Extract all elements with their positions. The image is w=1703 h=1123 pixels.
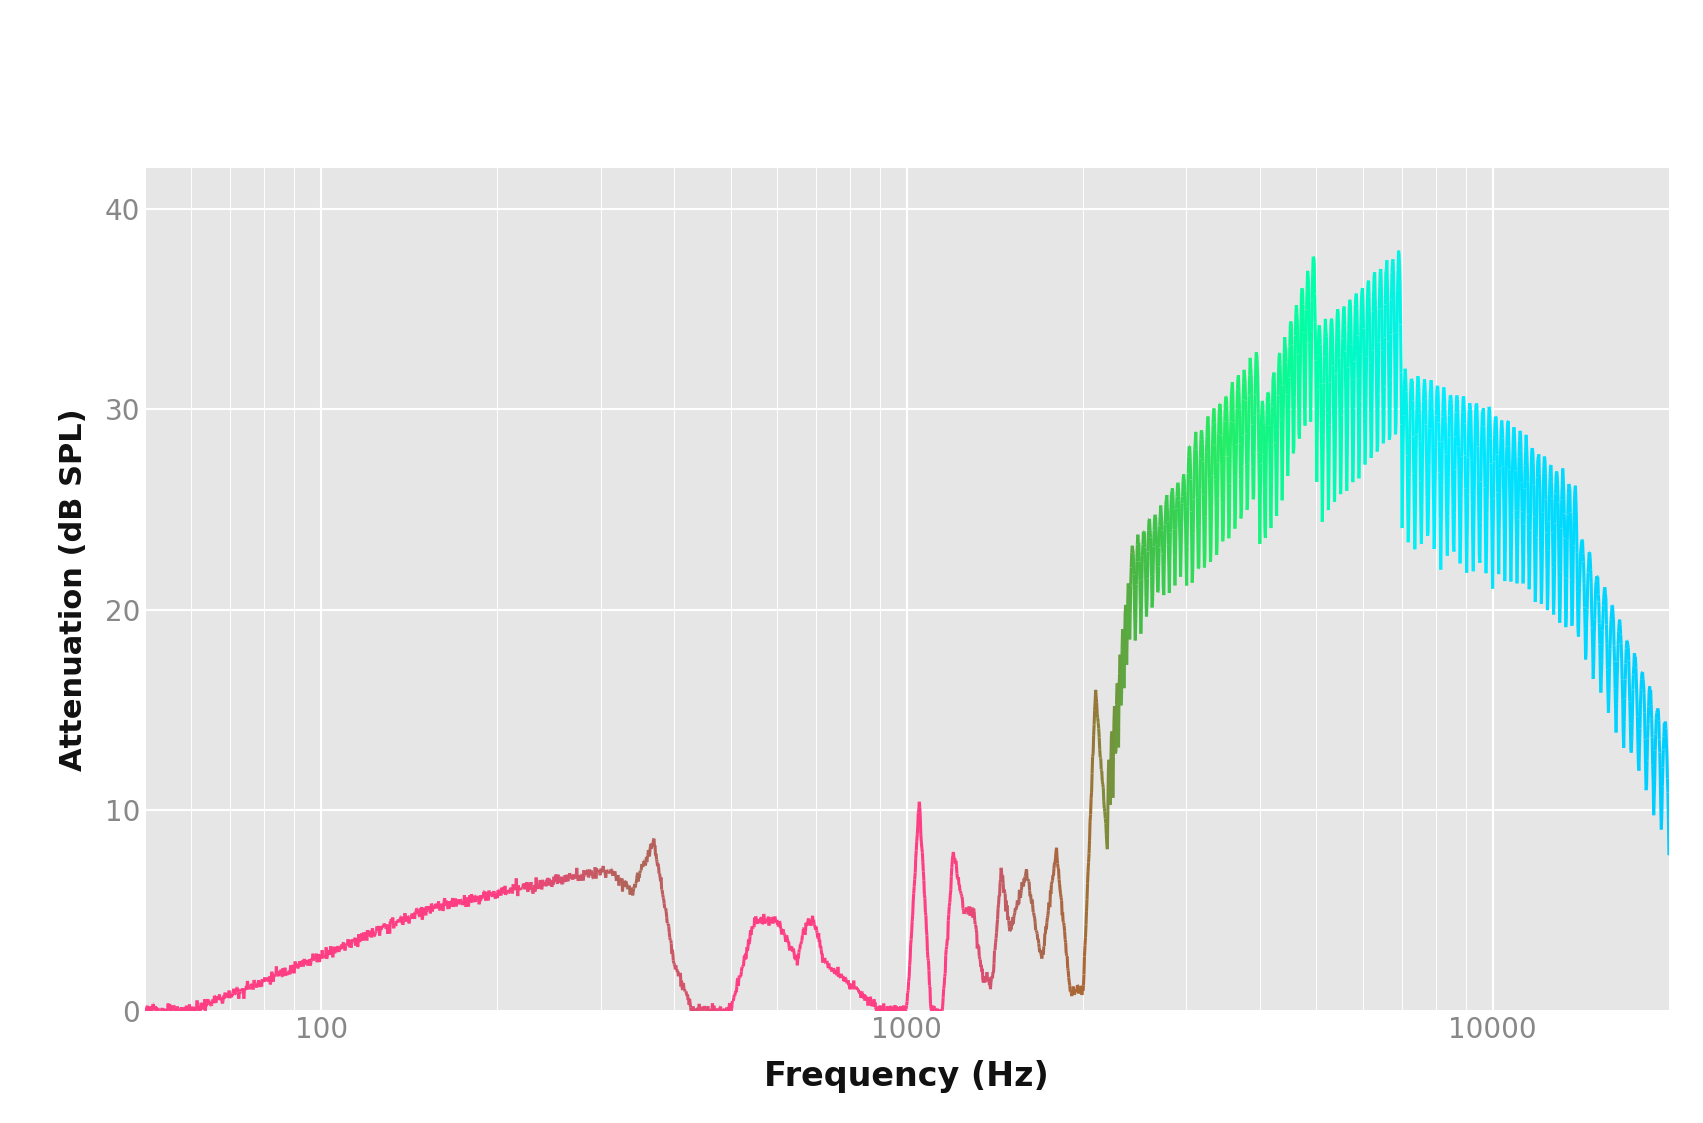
Y-axis label: Attenuation (dB SPL): Attenuation (dB SPL) bbox=[58, 409, 89, 770]
X-axis label: Frequency (Hz): Frequency (Hz) bbox=[765, 1060, 1049, 1093]
Text: 1More ANC Pro earbuds Isolation [ANC on]: 1More ANC Pro earbuds Isolation [ANC on] bbox=[283, 46, 1420, 91]
